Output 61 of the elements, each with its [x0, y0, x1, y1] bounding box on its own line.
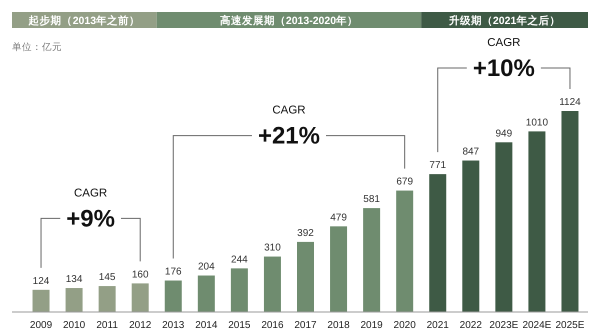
bar: [132, 283, 149, 312]
data-label: 479: [330, 212, 348, 224]
data-label: 310: [264, 242, 282, 254]
x-tick-label: 2018: [327, 320, 350, 331]
annotation: CAGR: [74, 187, 108, 200]
data-label: 145: [98, 272, 116, 284]
annotation: +9%: [66, 205, 115, 232]
x-tick-label: 2017: [294, 320, 318, 331]
text: 单位：亿元: [12, 41, 62, 53]
data-label: 204: [198, 262, 216, 273]
annotation: CAGR: [272, 104, 306, 117]
bar: [264, 256, 281, 312]
x-tick-label: 2025E: [556, 320, 585, 331]
data-label: 176: [164, 266, 182, 278]
bar: [297, 242, 314, 312]
bar: [66, 288, 83, 312]
data-label: 124: [32, 276, 50, 287]
x-tick-label: 2021: [426, 320, 450, 331]
text: 高速发展期（2013-2020年）: [220, 14, 358, 27]
data-label: 1124: [559, 97, 582, 108]
text: +10%: [472, 55, 535, 82]
bar: [198, 276, 215, 312]
data-label: 392: [297, 228, 314, 239]
x-tick-label: 2009: [30, 320, 53, 331]
bar: [98, 286, 116, 312]
annotation: +21%: [258, 122, 320, 150]
text: 升级期（2021年之后）: [448, 14, 560, 27]
bar: [561, 111, 578, 312]
x-tick-label: 2015: [228, 320, 251, 331]
bar: [330, 226, 348, 312]
data-label: 771: [429, 160, 447, 172]
x-tick-label: 2019: [360, 320, 384, 331]
x-tick-label: 2012: [129, 320, 152, 331]
data-label: 134: [66, 274, 83, 286]
bar: [32, 290, 50, 312]
data-label: 160: [132, 269, 149, 280]
x-tick-label: 2016: [261, 320, 284, 331]
bar: [429, 174, 446, 312]
bar: [363, 208, 380, 312]
bar: [462, 160, 480, 312]
data-label: 1010: [526, 117, 548, 128]
x-tick-label: 2014: [195, 320, 218, 331]
bar: [396, 190, 414, 312]
data-label: 679: [396, 176, 414, 188]
x-tick-label: 2024E: [522, 320, 552, 331]
data-label: 244: [231, 254, 248, 266]
x-tick-label: 2020: [394, 320, 416, 331]
data-label: 847: [462, 146, 480, 158]
x-tick-label: 2023E: [489, 320, 519, 331]
bar: [495, 142, 512, 312]
x-tick-label: 2022: [460, 320, 482, 331]
x-tick-label: 2013: [162, 320, 185, 331]
data-label: 949: [496, 128, 513, 140]
bar: [164, 280, 182, 312]
bar: [230, 268, 248, 312]
text: 起步期（2013年之前）: [28, 14, 140, 27]
bar: [528, 131, 546, 312]
x-tick-label: 2011: [96, 320, 118, 331]
x-tick-label: 2010: [62, 320, 86, 331]
data-label: 581: [363, 194, 380, 206]
text: CAGR: [487, 37, 520, 49]
